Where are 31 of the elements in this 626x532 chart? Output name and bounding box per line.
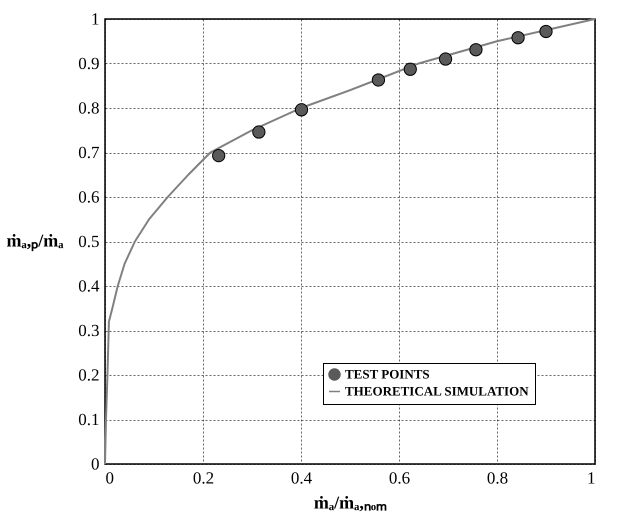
y-tick-label: 0.6 — [78, 188, 100, 206]
y-tick-label: 0.7 — [78, 143, 100, 162]
x-tick-label: 0.6 — [388, 468, 410, 488]
x-tick-label: 0 — [106, 468, 114, 488]
point — [539, 24, 553, 38]
point — [212, 149, 226, 162]
point — [511, 31, 525, 44]
point — [294, 103, 308, 116]
point — [469, 43, 483, 56]
point — [438, 52, 452, 66]
legend-label: THEORETICAL SIMULATION — [345, 384, 530, 398]
x-tick-label: 0.2 — [192, 468, 214, 488]
y-tick-label: 0.9 — [78, 54, 100, 73]
line-series — [104, 18, 596, 465]
legend-label: TEST POINTS — [345, 366, 430, 382]
y-tick-label: 0.4 — [78, 276, 100, 296]
x-tick-label: 0.8 — [486, 468, 508, 488]
y-axis-title: ṁₐ,ₚ/ṁₐ — [6, 230, 64, 252]
y-tick-label: 0.5 — [78, 232, 100, 251]
y-tick-label: 0.8 — [78, 98, 100, 118]
point — [404, 62, 417, 76]
y-tick-label: 0 — [91, 454, 100, 474]
y-tick-label: 0.1 — [78, 410, 100, 429]
point — [372, 73, 386, 87]
y-tick-label: 0.2 — [78, 366, 100, 384]
x-tick-label: 0.4 — [290, 468, 313, 488]
x-axis-title: ṁₐ/ṁₐ,ₙₒₘ — [314, 492, 388, 512]
point — [252, 125, 266, 139]
y-tick-label: 1 — [91, 10, 100, 28]
y-tick-label: 0.3 — [78, 321, 100, 340]
x-tick-label: 1 — [587, 468, 596, 488]
